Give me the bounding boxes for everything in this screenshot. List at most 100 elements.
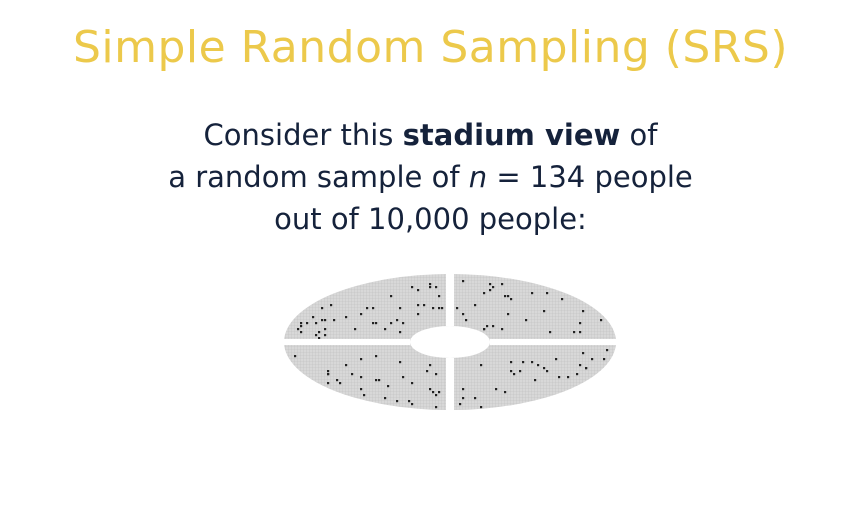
sampled-person	[462, 280, 465, 283]
sampled-person	[318, 337, 321, 340]
sampled-person	[360, 313, 363, 316]
sampled-person	[318, 331, 321, 334]
sampled-person	[417, 304, 420, 307]
sampled-person	[375, 379, 378, 382]
sampled-person	[432, 307, 435, 310]
sampled-person	[384, 328, 387, 331]
body-line-1-prefix: Consider this	[203, 118, 403, 152]
sampled-person	[462, 397, 465, 400]
sampled-person	[435, 286, 438, 289]
sampled-person	[330, 304, 333, 307]
sampled-person	[492, 325, 495, 328]
sampled-person	[429, 283, 432, 286]
sampled-person	[399, 307, 402, 310]
body-line-3: out of 10,000 people:	[274, 202, 587, 236]
sampled-person	[438, 391, 441, 394]
sampled-person	[519, 370, 522, 373]
slide-title: Simple Random Sampling (SRS)	[72, 22, 789, 73]
sampled-person	[600, 319, 603, 322]
sampled-person	[543, 310, 546, 313]
sampled-person	[300, 331, 303, 334]
sampled-person	[507, 313, 510, 316]
sampled-person	[408, 400, 411, 403]
sampled-person	[546, 292, 549, 295]
sampled-person	[402, 376, 405, 379]
sampled-person	[300, 325, 303, 328]
sampled-person	[384, 397, 387, 400]
sampled-person	[312, 316, 315, 319]
sampled-person	[510, 370, 513, 373]
sampled-person	[510, 361, 513, 364]
sampled-person	[603, 358, 606, 361]
sampled-person	[360, 388, 363, 391]
sampled-person	[390, 295, 393, 298]
sampled-person	[375, 355, 378, 358]
sampled-person	[399, 361, 402, 364]
stadium-seating	[270, 268, 630, 416]
body-line-2-suffix: = 134 people	[487, 160, 693, 194]
sampled-person	[543, 367, 546, 370]
sampled-person	[345, 316, 348, 319]
sampled-person	[429, 364, 432, 367]
sampled-person	[378, 379, 381, 382]
sampled-person	[336, 379, 339, 382]
sampled-person	[429, 388, 432, 391]
sampled-person	[417, 289, 420, 292]
sampled-person	[606, 349, 609, 352]
body-line-2: a random sample of n = 134 people	[0, 156, 861, 198]
sampled-person	[321, 307, 324, 310]
sampled-person	[462, 313, 465, 316]
sampled-person	[495, 388, 498, 391]
sampled-person	[396, 319, 399, 322]
sampled-person	[390, 322, 393, 325]
body-line-1-suffix: of	[620, 118, 658, 152]
sampled-person	[579, 322, 582, 325]
body-line-2-prefix: a random sample of	[168, 160, 469, 194]
sampled-person	[480, 406, 483, 409]
sampled-person	[489, 283, 492, 286]
sampled-person	[432, 391, 435, 394]
sampled-person	[294, 355, 297, 358]
sampled-person	[333, 319, 336, 322]
sampled-person	[327, 373, 330, 376]
sampled-person	[546, 370, 549, 373]
sampled-person	[360, 376, 363, 379]
sampled-person	[483, 292, 486, 295]
sampled-person	[315, 322, 318, 325]
sampled-person	[480, 364, 483, 367]
sampled-person	[549, 331, 552, 334]
sampled-person	[411, 286, 414, 289]
stadium-diagram	[270, 268, 630, 416]
sampled-person	[504, 391, 507, 394]
sampled-person	[501, 328, 504, 331]
sampled-person	[339, 382, 342, 385]
sampled-person	[321, 319, 324, 322]
sampled-person	[531, 361, 534, 364]
sampled-person	[522, 361, 525, 364]
sampled-person	[399, 331, 402, 334]
sampled-person	[426, 370, 429, 373]
sampled-person	[306, 322, 309, 325]
sampled-person	[585, 367, 588, 370]
sampled-person	[591, 358, 594, 361]
sampled-person	[435, 394, 438, 397]
sampled-person	[474, 397, 477, 400]
sampled-person	[558, 376, 561, 379]
sampled-person	[534, 379, 537, 382]
sampled-person	[489, 289, 492, 292]
sampled-person	[531, 292, 534, 295]
sampled-person	[417, 313, 420, 316]
sampled-person	[351, 373, 354, 376]
sampled-person	[579, 364, 582, 367]
sampled-person	[300, 322, 303, 325]
sampled-person	[579, 331, 582, 334]
sampled-person	[504, 295, 507, 298]
sampled-person	[441, 307, 444, 310]
sampled-person	[525, 319, 528, 322]
sampled-person	[435, 373, 438, 376]
sampled-person	[423, 304, 426, 307]
sampled-person	[387, 385, 390, 388]
sampled-person	[459, 403, 462, 406]
sampled-person	[315, 334, 318, 337]
sampled-person	[576, 373, 579, 376]
